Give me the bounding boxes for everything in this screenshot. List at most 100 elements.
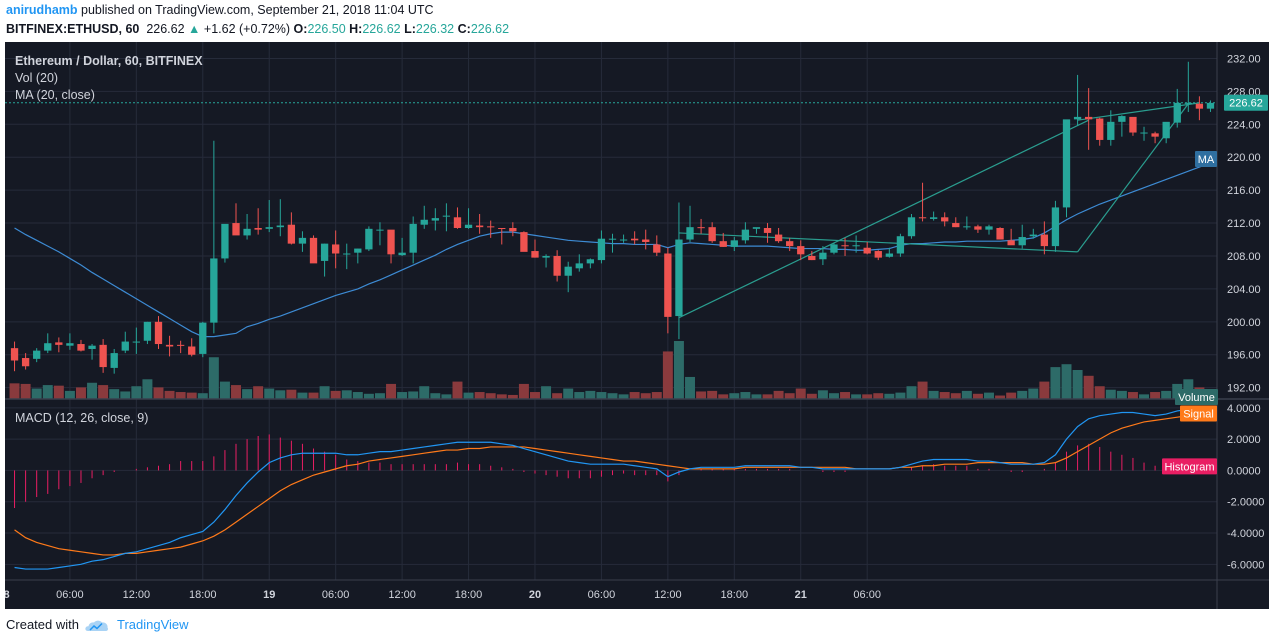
volume-bar [219, 381, 230, 399]
volume-bar [762, 394, 773, 399]
volume-bar [552, 393, 563, 399]
chart-svg[interactable]: 192.00 196.00 200.00 204.00 208.00 212.00 216.… [0, 42, 1269, 609]
candle-body [354, 248, 362, 253]
macd-line [14, 407, 1211, 570]
candle-body [66, 343, 74, 346]
volume-bar [374, 393, 385, 399]
publish-info: anirudhamb published on TradingView.com,… [6, 3, 434, 17]
candle-body [686, 227, 694, 240]
candle-body [365, 228, 373, 250]
price-axis[interactable]: 192.00 196.00 200.00 204.00 208.00 212.00 216.… [1227, 53, 1264, 571]
price-tick-label: 224.00 [1227, 119, 1261, 131]
tradingview-logo-icon [85, 620, 108, 631]
candle-body [33, 350, 41, 359]
volume-bar [873, 393, 884, 399]
price-tick-label: 204.00 [1227, 284, 1261, 296]
signal-tag-bg [1180, 405, 1217, 422]
volume-bar [828, 393, 839, 399]
candle-body [121, 341, 129, 351]
candle-body [763, 227, 772, 233]
candle-body [1096, 118, 1104, 140]
volume-bar [441, 394, 452, 399]
candle-body [243, 228, 251, 236]
volume-bar [851, 394, 862, 399]
volume-bar [806, 393, 817, 399]
volume-bar [574, 392, 585, 399]
candle-body [730, 240, 738, 247]
high-label: H: [349, 22, 363, 36]
volume-bar [607, 393, 618, 399]
time-axis[interactable]: 18 06:00 12:00 18:00 19 06:00 12:00 18:00 20 06:0… [0, 589, 881, 601]
volume-bar [231, 385, 241, 399]
candle-body [974, 226, 982, 230]
candle-body [398, 252, 406, 256]
volume-bar [9, 383, 20, 399]
volume-bar [430, 393, 441, 399]
volume-bar [31, 388, 42, 399]
volume-bar [341, 390, 352, 399]
low-label: L: [404, 22, 416, 36]
candle-body [409, 223, 417, 253]
volume-bar [419, 386, 430, 399]
candle-body [896, 236, 905, 254]
chart-area[interactable]: 192.00 196.00 200.00 204.00 208.00 212.00 216.… [0, 42, 1269, 609]
volume-bar [1094, 386, 1105, 399]
volume-bar [696, 391, 707, 399]
candle-body [498, 227, 506, 229]
volume-bar [242, 389, 253, 399]
volume-bar [784, 393, 795, 399]
candle-body [586, 259, 595, 264]
volume-bar [651, 392, 662, 399]
volume-bar [530, 392, 540, 399]
candle-body [863, 247, 871, 254]
volume-bar [928, 390, 939, 399]
candle-body [708, 227, 716, 242]
candle-body [874, 251, 882, 258]
candle-body [287, 224, 296, 244]
candle-body [996, 227, 1004, 240]
volume-bar [142, 379, 153, 399]
candle-body [941, 217, 949, 222]
volume-bar [906, 386, 917, 399]
volume-bar [995, 395, 1006, 399]
volume-bar [175, 392, 186, 399]
volume-bar [518, 383, 529, 399]
price-tick-label: 192.00 [1227, 383, 1261, 395]
candle-body [1062, 119, 1071, 208]
volume-bar [1083, 375, 1094, 399]
volume-bar [685, 376, 695, 399]
candlesticks [10, 61, 1215, 374]
time-tick-label: 20 [529, 589, 541, 601]
candle-body [387, 229, 395, 255]
tradingview-brand-link[interactable]: TradingView [116, 617, 189, 632]
candle-body [487, 226, 495, 228]
candle-body [885, 253, 893, 257]
candle-body [509, 227, 517, 232]
volume-bar [330, 390, 341, 399]
volume-bar [884, 393, 895, 399]
volume-bar [939, 392, 950, 399]
open-value: 226.50 [307, 22, 346, 36]
created-with-text: Created with [6, 617, 79, 632]
candle-body [298, 237, 307, 244]
candle-body [852, 245, 860, 247]
candle-body [531, 251, 539, 258]
candle-body [44, 343, 52, 351]
volume-bar [1006, 392, 1017, 399]
candle-body [985, 226, 993, 230]
volume-bar [197, 393, 208, 399]
volume-bar [707, 390, 718, 399]
candle-body [797, 246, 805, 255]
candle-body [154, 321, 163, 345]
volume-bar [463, 392, 474, 399]
volume-bar [1127, 392, 1138, 399]
candle-body [664, 253, 672, 317]
candle-body [608, 238, 617, 240]
candle-body [929, 217, 938, 219]
author-link[interactable]: anirudhamb [6, 3, 78, 17]
volume-bar [386, 383, 397, 399]
volume-bar [208, 357, 219, 399]
candle-body [963, 226, 971, 228]
volume-bar [308, 392, 319, 399]
volume-bar [1139, 394, 1150, 399]
